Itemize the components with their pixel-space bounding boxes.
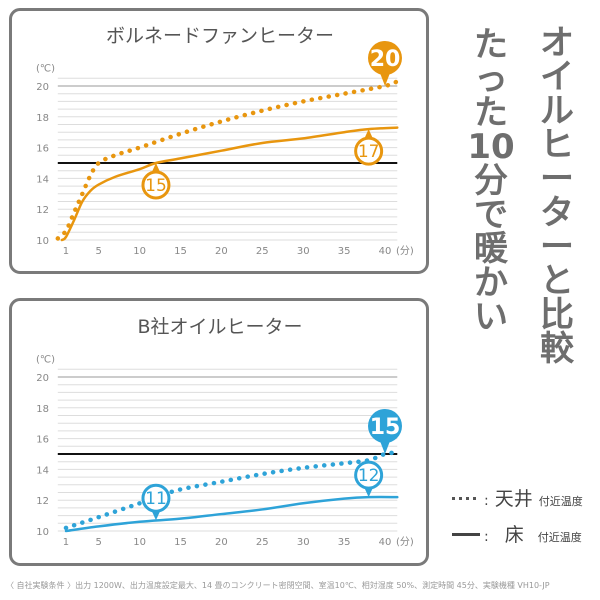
x-tick-label: 1 [63, 246, 69, 257]
headline-char: っ [474, 59, 508, 99]
x-tick-label: 35 [338, 246, 351, 257]
callout-label: 15 [145, 176, 167, 196]
headline-char: た [474, 93, 508, 133]
headline-char: ー [540, 159, 574, 199]
chart-title: ボルネードファンヒーター [106, 25, 334, 47]
callout-pointer [380, 441, 390, 454]
legend-floor-label: 床 [504, 524, 524, 546]
headline-char: と [540, 261, 574, 301]
x-tick-label: 15 [174, 537, 187, 548]
headline-char: ー [540, 227, 574, 267]
callout-bubble [354, 460, 384, 490]
y-tick-label: 18 [36, 404, 49, 415]
series-floor-line [64, 495, 399, 533]
callout-20: 20 [368, 41, 402, 86]
headline-char: ヒ [540, 125, 574, 165]
x-tick-label: 40 [379, 246, 392, 257]
headline-char: 分 [474, 161, 508, 201]
y-tick-label: 12 [36, 496, 49, 507]
x-tick-label: 35 [338, 537, 351, 548]
x-tick-label: 5 [96, 246, 102, 257]
x-axis-unit: (分) [396, 536, 414, 548]
chart-title: B社オイルヒーター [137, 316, 302, 338]
callout-label: 20 [370, 47, 401, 72]
headline-char: オ [540, 23, 574, 63]
x-tick-label: 5 [96, 537, 102, 548]
headline-char: タ [540, 193, 574, 233]
callout-bubble [368, 409, 402, 443]
headline-char: イ [540, 57, 574, 97]
callout-15: 15 [368, 409, 402, 454]
headline-char: 暖 [474, 229, 508, 269]
callout-bubble [354, 136, 384, 166]
legend-colon: : [484, 493, 489, 509]
headline-main: オイルヒーターと比較 [536, 26, 578, 366]
y-axis-unit: (℃) [36, 354, 55, 365]
callout-12: 12 [354, 460, 384, 498]
headline-char: 較 [540, 329, 574, 369]
x-tick-label: 20 [215, 537, 228, 548]
y-tick-label: 10 [36, 236, 49, 247]
callout-bubble [368, 41, 402, 75]
y-tick-label: 16 [36, 435, 49, 446]
x-axis-unit: (分) [396, 245, 414, 257]
legend-ceiling: : 天井 付近温度 [452, 484, 583, 511]
y-tick-label: 12 [36, 205, 49, 216]
x-tick-label: 25 [256, 246, 269, 257]
legend-floor: : 床 付近温度 [452, 520, 582, 547]
x-tick-label: 15 [174, 246, 187, 257]
headline-char: い [474, 297, 508, 337]
x-tick-label: 30 [297, 537, 310, 548]
y-tick-label: 16 [36, 144, 49, 155]
callout-label: 15 [370, 415, 401, 440]
callout-label: 17 [358, 142, 380, 162]
series-floor-line [60, 126, 399, 242]
x-tick-label: 1 [63, 537, 69, 548]
headline-sub: たった 10 分で暖かい [467, 25, 515, 337]
callout-bubble [141, 483, 171, 513]
callout-11: 11 [141, 483, 171, 521]
callout-bubble [141, 170, 171, 200]
headline-char: ル [540, 91, 574, 131]
callout-17: 17 [354, 129, 384, 166]
chart-panel-b-oil-heater [9, 298, 429, 566]
y-tick-label: 20 [36, 82, 49, 93]
y-tick-label: 10 [36, 527, 49, 538]
headline-char: 比 [540, 295, 574, 335]
x-tick-label: 30 [297, 246, 310, 257]
callout-label: 11 [145, 489, 167, 509]
callout-label: 12 [358, 466, 380, 486]
y-tick-label: 14 [36, 465, 49, 476]
y-tick-label: 18 [36, 113, 49, 124]
y-tick-label: 20 [36, 373, 49, 384]
callout-15: 15 [141, 163, 171, 200]
x-tick-label: 20 [215, 246, 228, 257]
legend-ceiling-suffix: 付近温度 [538, 495, 583, 508]
footnote: 〈 自社実験条件 〉出力 1200W、出力温度設定最大、14 畳のコンクリート密… [6, 581, 550, 590]
legend-ceiling-label: 天井 [494, 488, 533, 510]
y-axis-unit: (℃) [36, 63, 55, 74]
headline-char: た [474, 25, 508, 65]
x-tick-label: 25 [256, 537, 269, 548]
dotted-line-icon [452, 497, 480, 500]
series-ceiling-line [55, 79, 400, 241]
x-tick-label: 40 [379, 537, 392, 548]
legend-floor-suffix: 付近温度 [537, 531, 582, 544]
headline-char: で [474, 195, 508, 235]
headline-char: 10 [467, 127, 515, 167]
solid-line-icon [452, 533, 480, 536]
headline-char: か [474, 263, 508, 303]
series-ceiling-line [63, 450, 400, 531]
x-tick-label: 10 [133, 537, 146, 548]
legend-colon: : [484, 529, 489, 545]
x-tick-label: 10 [133, 246, 146, 257]
callout-pointer [380, 73, 390, 86]
y-tick-label: 14 [36, 174, 49, 185]
